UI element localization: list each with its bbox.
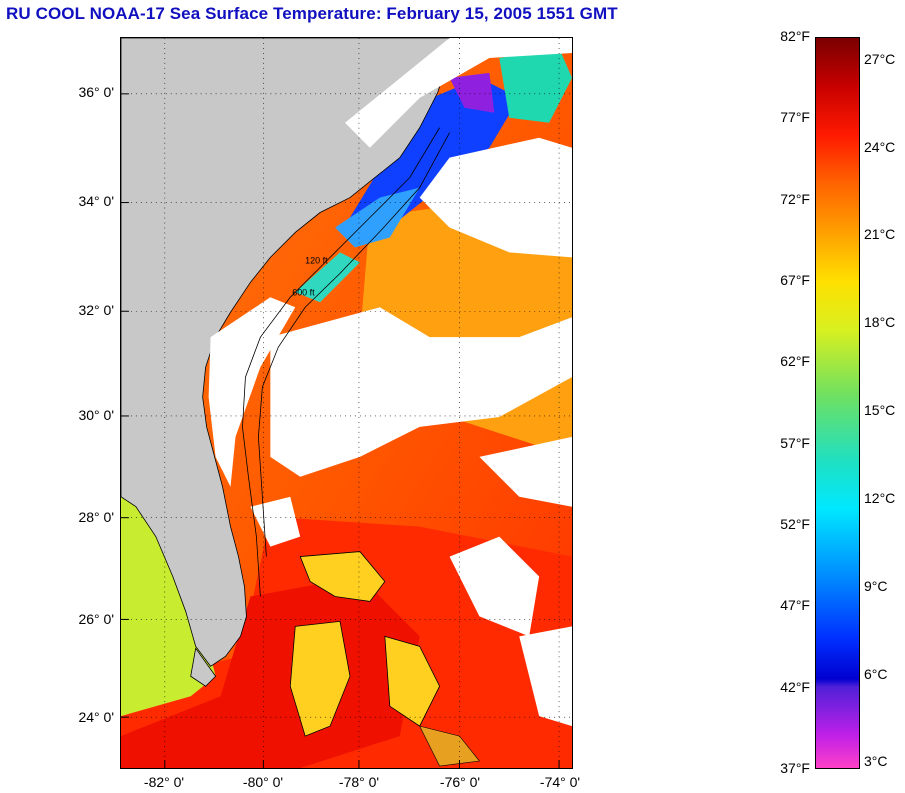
lat-label-24: 24° 0' (78, 709, 114, 725)
colorbar-label-c: 12°C (864, 489, 896, 506)
lon-label-82: -82° 0' (143, 774, 185, 790)
lon-label-80: -80° 0' (242, 774, 284, 790)
colorbar-label-f: 62°F (780, 353, 810, 370)
contour-label-600: 600 ft (292, 287, 315, 297)
sst-map-svg: 120 ft 600 ft (121, 38, 572, 768)
cyan-band (295, 252, 360, 303)
contour-label-120: 120 ft (305, 255, 328, 265)
lat-label-36: 36° 0' (78, 84, 114, 100)
axis-ticks (121, 93, 560, 768)
land-bahamas-1 (299, 551, 386, 602)
page-title: RU COOL NOAA-17 Sea Surface Temperature:… (6, 4, 618, 23)
lon-label-78: -78° 0' (338, 774, 380, 790)
isobath-contours (242, 127, 450, 597)
ne-eddy (499, 47, 572, 123)
land-mainland (121, 38, 450, 667)
graticule (121, 38, 572, 768)
cold-shelf-water-2 (335, 187, 420, 248)
lat-label-26: 26° 0' (78, 611, 114, 627)
sea-red-core (121, 576, 420, 768)
temperature-colorbar (815, 37, 860, 769)
sst-map[interactable]: 120 ft 600 ft (120, 37, 573, 769)
cold-shelf-water (349, 77, 520, 228)
colorbar-label-c: 18°C (864, 314, 896, 331)
colorbar-label-f: 57°F (780, 434, 810, 451)
gulf-water (121, 466, 216, 717)
colorbar-label-f: 47°F (780, 597, 810, 614)
land-florida-tip (190, 647, 217, 687)
land-bahamas-3 (384, 635, 441, 727)
colorbar-label-c: 27°C (864, 50, 896, 67)
colorbar-label-f: 52°F (780, 516, 810, 532)
colorbar-label-c: 6°C (864, 665, 888, 682)
colorbar-label-f: 37°F (780, 760, 810, 776)
colorbar-label-f: 67°F (780, 272, 810, 288)
land-bahamas-4 (419, 725, 480, 767)
lon-label-74: -74° 0' (539, 774, 581, 790)
colorbar-label-c: 9°C (864, 577, 888, 594)
lon-label-76: -76° 0' (439, 774, 481, 790)
colorbar-label-f: 82°F (780, 28, 810, 44)
colorbar-label-f: 77°F (780, 109, 810, 126)
colorbar-label-f: 72°F (780, 190, 810, 207)
lat-label-30: 30° 0' (78, 407, 114, 423)
land-bahamas-2 (289, 620, 351, 737)
lat-label-28: 28° 0' (78, 509, 114, 525)
colorbar-label-c: 24°C (864, 138, 896, 155)
lat-label-32: 32° 0' (78, 302, 114, 318)
lat-label-34: 34° 0' (78, 193, 114, 209)
colorbar-label-f: 42°F (780, 678, 810, 695)
colorbar-label-c: 3°C (864, 753, 888, 770)
colorbar-label-c: 21°C (864, 226, 896, 243)
violet-patch (449, 72, 495, 113)
colorbar-label-c: 15°C (864, 402, 896, 419)
contour-labels: 120 ft 600 ft (292, 255, 328, 297)
